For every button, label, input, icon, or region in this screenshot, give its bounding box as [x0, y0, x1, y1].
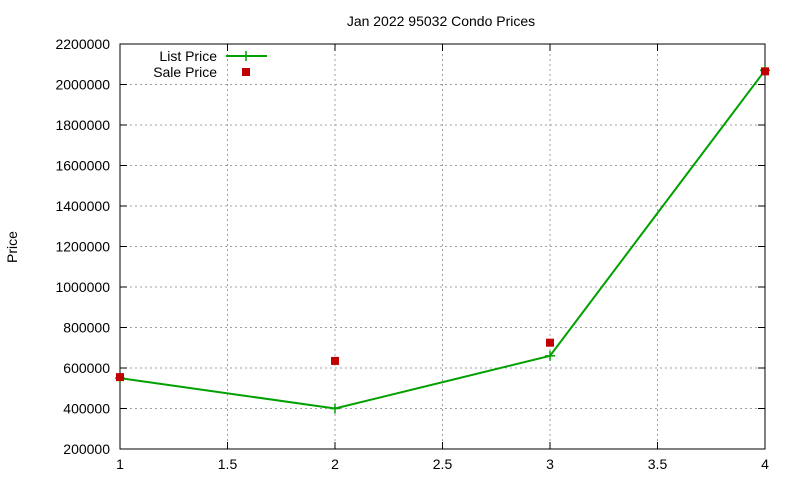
legend-marker-list-price — [241, 51, 251, 61]
y-tick-label: 600000 — [63, 360, 110, 376]
series-layer — [115, 65, 770, 414]
legend-label-sale-price: Sale Price — [153, 64, 217, 80]
y-tick-label: 2000000 — [55, 77, 110, 93]
list-price-point — [330, 403, 340, 414]
sale-price-point — [116, 373, 124, 382]
x-tick-label: 3.5 — [648, 456, 668, 472]
list-price-point — [545, 350, 555, 361]
x-tick-label: 2.5 — [433, 456, 453, 472]
x-tick-label: 4 — [761, 456, 769, 472]
y-tick-label: 1600000 — [55, 158, 110, 174]
y-tick-label: 200000 — [63, 441, 110, 457]
x-tick-label: 1 — [116, 456, 124, 472]
y-tick-label: 1000000 — [55, 279, 110, 295]
x-tick-label: 2 — [331, 456, 339, 472]
legend-swatch-sale-price — [242, 68, 250, 76]
y-tick-label: 800000 — [63, 320, 110, 336]
sale-price-point — [546, 338, 554, 347]
y-tick-label: 1200000 — [55, 239, 110, 255]
y-tick-label: 400000 — [63, 401, 110, 417]
axes: 2000004000006000008000001000000120000014… — [55, 36, 769, 472]
y-axis-label: Price — [4, 231, 20, 263]
x-tick-label: 1.5 — [218, 456, 238, 472]
y-tick-label: 1800000 — [55, 117, 110, 133]
sale-price-point — [331, 356, 339, 365]
chart-title: Jan 2022 95032 Condo Prices — [347, 13, 535, 29]
y-tick-label: 2200000 — [55, 36, 110, 52]
legend-label-list-price: List Price — [159, 48, 217, 64]
y-tick-label: 1400000 — [55, 198, 110, 214]
x-tick-label: 3 — [546, 456, 554, 472]
list-price-line — [119, 69, 766, 410]
grid-lines — [120, 44, 765, 449]
sale-price-point — [761, 67, 769, 76]
